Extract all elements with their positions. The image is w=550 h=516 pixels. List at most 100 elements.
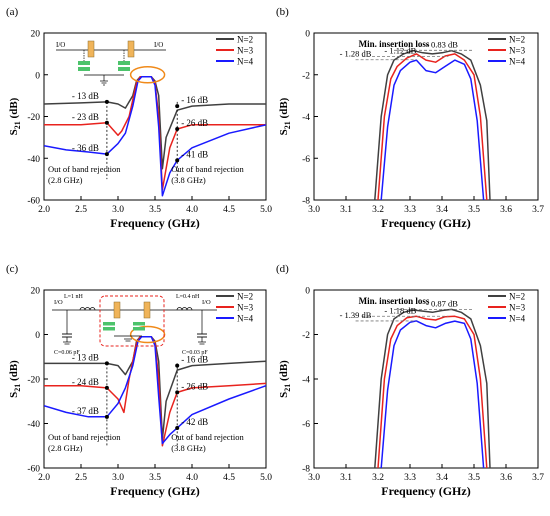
rejection-note: Out of band rejection <box>171 432 244 442</box>
x-tick-label: 3.0 <box>112 473 124 483</box>
rejection-note: Out of band rejection <box>171 164 244 174</box>
insertion-loss-annotation: - 1.18 dB <box>384 305 416 315</box>
rejection-annotation: - 24 dB <box>72 377 99 387</box>
x-axis-label: Frequency (GHz) <box>381 216 470 230</box>
rejection-annotation: - 26 dB <box>181 118 208 128</box>
x-tick-label: 5.0 <box>260 205 272 215</box>
y-tick-label: 20 <box>31 287 41 297</box>
y-tick-label: -6 <box>302 420 310 430</box>
x-tick-label: 3.1 <box>340 205 352 215</box>
rejection-point <box>104 361 109 366</box>
inductor-coil <box>89 307 96 311</box>
y-tick-label: -2 <box>302 71 310 81</box>
x-tick-label: 3.0 <box>112 205 124 215</box>
circuit-inset: I/O I/O <box>56 40 166 86</box>
rejection-annotation: - 36 dB <box>72 143 99 153</box>
capacitor-label: C=0.06 pF <box>54 350 80 356</box>
y-tick-label: -20 <box>27 376 40 386</box>
y-tick-label: -8 <box>302 197 310 207</box>
x-tick-label: 3.7 <box>532 473 544 483</box>
y-tick-label: -20 <box>27 113 40 123</box>
y-tick-label: -8 <box>302 465 310 475</box>
rejection-annotation: - 13 dB <box>72 352 99 362</box>
io-label: I/O <box>154 41 163 49</box>
rejection-point <box>175 390 180 395</box>
y-tick-label: 0 <box>305 287 310 297</box>
series-line-n4 <box>380 320 485 468</box>
panel-label: (d) <box>276 263 289 275</box>
rejection-note: (3.8 GHz) <box>171 443 206 453</box>
shunt-resonator-plate <box>103 322 115 326</box>
x-tick-label: 3.5 <box>468 205 480 215</box>
rejection-point <box>175 127 180 132</box>
series-line-n4 <box>44 335 266 445</box>
shunt-resonator-plate <box>118 67 130 71</box>
shunt-resonator-plate <box>103 327 115 331</box>
x-tick-label: 4.5 <box>223 473 235 483</box>
circuit-inset: I/OL=1 nH L=0.4 nHI/OC=0.06 pF C=0.03 pF <box>52 294 217 356</box>
y-tick-label: 0 <box>305 30 310 40</box>
y-tick-label: 20 <box>31 30 41 40</box>
legend-entry: N=2 <box>237 292 253 302</box>
legend-entry: N=2 <box>237 35 253 45</box>
rejection-point <box>104 152 109 157</box>
panel-a: 2.0 2.5 3.0 3.5 4.0 4.5 5.0 20 0 -20 -40 -60 Frequen… <box>6 6 272 230</box>
legend-entry: N=3 <box>509 303 526 313</box>
y-tick-label: 0 <box>35 71 40 81</box>
series-line-n3 <box>377 315 488 468</box>
x-tick-label: 4.0 <box>186 205 198 215</box>
series-resonator <box>87 40 95 58</box>
legend-entry: N=3 <box>237 303 254 313</box>
series-group <box>44 76 266 197</box>
rejection-note: (2.8 GHz) <box>48 443 83 453</box>
series-line-n4 <box>380 59 485 200</box>
x-tick-label: 4.5 <box>223 205 235 215</box>
rejection-annotation: - 13 dB <box>72 91 99 101</box>
series-line-n4 <box>44 76 266 197</box>
rejection-annotation: - 23 dB <box>72 112 99 122</box>
rejection-annotation: - 37 dB <box>72 406 99 416</box>
x-tick-label: 3.6 <box>500 473 512 483</box>
rejection-annotation: - 16 dB <box>181 355 208 365</box>
legend-entry: N=2 <box>509 35 525 45</box>
panel-b: 3.0 3.1 3.2 3.3 3.4 3.5 3.6 3.7 0 -2 -4 -6 -8 Frequen… <box>276 6 544 230</box>
rejection-point <box>104 414 109 419</box>
x-tick-label: 3.5 <box>149 473 161 483</box>
legend-entry: N=4 <box>509 57 526 67</box>
x-tick-label: 3.3 <box>404 473 416 483</box>
inductor-label: L=1 nH <box>64 294 84 300</box>
y-axis-label: S21 (dB) <box>278 360 292 398</box>
x-tick-label: 2.5 <box>75 205 87 215</box>
y-axis-label: S21 (dB) <box>8 97 22 135</box>
rejection-note: Out of band rejection <box>48 432 121 442</box>
rejection-note: (3.8 GHz) <box>171 175 206 185</box>
rejection-note: (2.8 GHz) <box>48 175 83 185</box>
x-tick-label: 3.5 <box>468 473 480 483</box>
shunt-resonator-plate <box>78 67 90 71</box>
rejection-point <box>104 99 109 104</box>
insertion-loss-annotation: - 1.28 dB <box>340 49 372 59</box>
y-tick-label: -60 <box>27 465 40 475</box>
legend-entry: N=2 <box>509 292 525 302</box>
x-tick-label: 3.1 <box>340 473 352 483</box>
x-tick-label: 5.0 <box>260 473 272 483</box>
series-line-n2 <box>374 308 491 468</box>
x-axis-label: Frequency (GHz) <box>110 216 199 230</box>
shunt-resonator-plate <box>78 61 90 65</box>
legend-entry: N=3 <box>509 46 526 56</box>
capacitor-label: C=0.03 pF <box>182 350 208 356</box>
rejection-point <box>175 104 180 109</box>
x-axis-label: Frequency (GHz) <box>381 484 470 498</box>
resonator-dashbox <box>99 295 165 347</box>
series-resonator <box>113 301 121 319</box>
panel-label: (a) <box>6 6 19 18</box>
shunt-resonator-plate <box>133 322 145 326</box>
y-tick-label: -4 <box>302 113 310 123</box>
y-tick-label: -60 <box>27 197 40 207</box>
passband-ellipse <box>129 66 166 84</box>
series-group <box>374 308 491 468</box>
x-tick-label: 3.6 <box>500 205 512 215</box>
x-tick-label: 3.4 <box>436 205 448 215</box>
rejection-point <box>175 363 180 368</box>
